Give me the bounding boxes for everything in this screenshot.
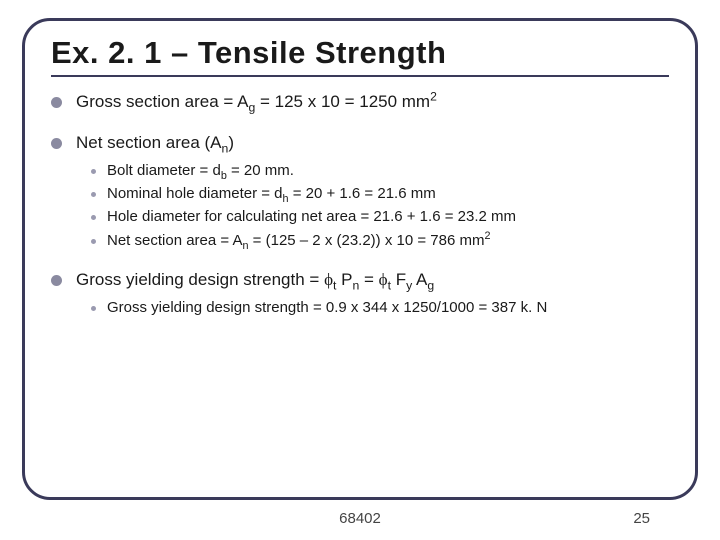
bullet-item: Net section area (An) [51, 132, 669, 155]
bullet-text: Gross yielding design strength = ϕt Pn =… [76, 269, 434, 292]
sub-bullet-item: Net section area = An = (125 – 2 x (23.2… [91, 231, 669, 251]
footer-page-number: 25 [633, 510, 650, 527]
slide-content: Gross section area = Ag = 125 x 10 = 125… [51, 91, 669, 318]
bullet-text: Gross section area = Ag = 125 x 10 = 125… [76, 91, 437, 114]
slide-title: Ex. 2. 1 – Tensile Strength [51, 35, 669, 71]
sub-bullet-item: Hole diameter for calculating net area =… [91, 207, 669, 227]
sub-bullet-text: Net section area = An = (125 – 2 x (23.2… [107, 231, 490, 251]
disc-bullet-icon [51, 97, 62, 108]
bullet-item: Gross yielding design strength = ϕt Pn =… [51, 269, 669, 292]
dot-bullet-icon [91, 169, 96, 174]
dot-bullet-icon [91, 215, 96, 220]
disc-bullet-icon [51, 275, 62, 286]
footer-code: 68402 [339, 510, 381, 527]
slide-footer: 68402 25 [0, 506, 720, 530]
dot-bullet-icon [91, 192, 96, 197]
sub-bullet-group: Bolt diameter = db = 20 mm. Nominal hole … [91, 161, 669, 251]
sub-bullet-text: Gross yielding design strength = 0.9 x 3… [107, 298, 547, 318]
bullet-item: Gross section area = Ag = 125 x 10 = 125… [51, 91, 669, 114]
sub-bullet-group: Gross yielding design strength = 0.9 x 3… [91, 298, 669, 318]
sub-bullet-text: Hole diameter for calculating net area =… [107, 207, 516, 227]
dot-bullet-icon [91, 239, 96, 244]
sub-bullet-item: Nominal hole diameter = dh = 20 + 1.6 = … [91, 184, 669, 204]
sub-bullet-item: Bolt diameter = db = 20 mm. [91, 161, 669, 181]
title-underline [51, 75, 669, 77]
sub-bullet-item: Gross yielding design strength = 0.9 x 3… [91, 298, 669, 318]
sub-bullet-text: Nominal hole diameter = dh = 20 + 1.6 = … [107, 184, 436, 204]
disc-bullet-icon [51, 138, 62, 149]
bullet-text: Net section area (An) [76, 132, 234, 155]
sub-bullet-text: Bolt diameter = db = 20 mm. [107, 161, 294, 181]
dot-bullet-icon [91, 306, 96, 311]
slide-frame: Ex. 2. 1 – Tensile Strength Gross sectio… [22, 18, 698, 500]
